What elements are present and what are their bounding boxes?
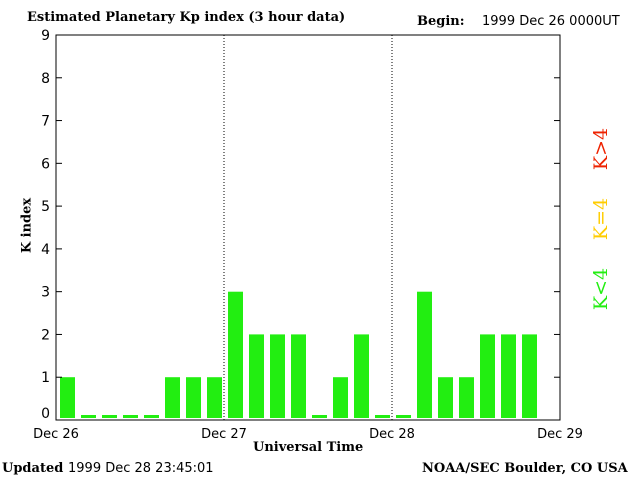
y-tick-label: 4 [41, 242, 50, 258]
kp-bar [354, 334, 369, 418]
kp-bar [228, 291, 243, 418]
kp-bar [501, 334, 516, 418]
begin-label: Begin: [417, 14, 465, 29]
kp-bar [417, 291, 432, 418]
kp-bar [102, 415, 117, 418]
x-tick-label: Dec 27 [201, 427, 247, 442]
y-tick-label: 9 [41, 28, 50, 44]
legend-k-equal-4: K=4 [590, 197, 612, 241]
kp-bar [522, 334, 537, 418]
kp-bar [480, 334, 495, 418]
y-axis-ticks: 0 1 2 3 4 5 6 7 8 9 [41, 28, 560, 422]
y-tick-label: 3 [41, 285, 50, 301]
begin-value: 1999 Dec 26 0000UT [482, 14, 620, 29]
bars-group [60, 291, 537, 418]
chart-title: Estimated Planetary Kp index (3 hour dat… [27, 10, 346, 25]
y-axis-label: K index [19, 197, 35, 254]
x-axis-ticks: Dec 26 Dec 27 Dec 28 Dec 29 [33, 427, 583, 442]
kp-bar [81, 415, 96, 418]
day-separators [223, 35, 393, 420]
x-tick-label: Dec 29 [537, 427, 583, 442]
y-tick-label: 0 [41, 406, 50, 422]
y-tick-label: 6 [41, 156, 50, 172]
kp-bar [375, 415, 390, 418]
x-tick-label: Dec 26 [33, 427, 79, 442]
kp-bar [438, 377, 453, 418]
kp-bar [270, 334, 285, 418]
y-tick-label: 2 [41, 327, 50, 343]
updated-label: Updated [2, 461, 64, 476]
kp-bar [396, 415, 411, 418]
kp-bar [60, 377, 75, 418]
kp-bar [333, 377, 348, 418]
legend-k-less-4: K<4 [590, 267, 612, 311]
kp-bar [459, 377, 474, 418]
kp-bar [123, 415, 138, 418]
y-tick-label: 1 [41, 370, 50, 386]
x-axis-label: Universal Time [253, 440, 364, 455]
y-tick-label: 8 [41, 71, 50, 87]
kp-bar [291, 334, 306, 418]
data-source: NOAA/SEC Boulder, CO USA [422, 461, 628, 476]
y-tick-label: 5 [41, 199, 50, 215]
plot-frame [55, 34, 561, 421]
kp-bar [312, 415, 327, 418]
legend-k-greater-4: K>4 [590, 127, 612, 171]
plot-border [55, 34, 561, 421]
kp-bar [249, 334, 264, 418]
kp-bar [186, 377, 201, 418]
x-tick-label: Dec 28 [369, 427, 415, 442]
kp-bar [144, 415, 159, 418]
kp-bar [165, 377, 180, 418]
kp-bar [207, 377, 222, 418]
y-tick-label: 7 [41, 114, 50, 130]
updated-value: 1999 Dec 28 23:45:01 [68, 461, 214, 476]
